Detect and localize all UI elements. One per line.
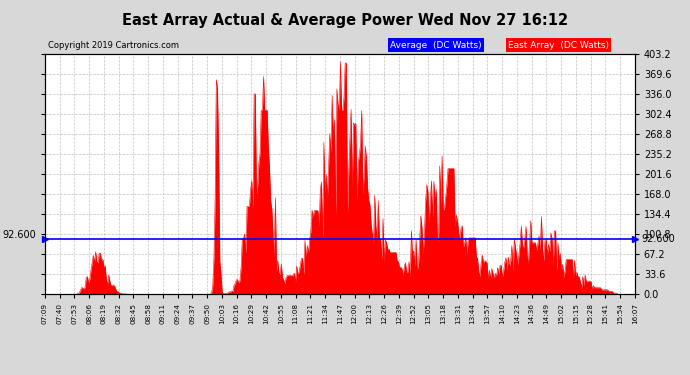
Text: 92.600: 92.600	[642, 234, 676, 244]
Text: Average  (DC Watts): Average (DC Watts)	[390, 40, 482, 50]
Text: East Array  (DC Watts): East Array (DC Watts)	[508, 40, 609, 50]
Text: East Array Actual & Average Power Wed Nov 27 16:12: East Array Actual & Average Power Wed No…	[122, 13, 568, 28]
Text: Copyright 2019 Cartronics.com: Copyright 2019 Cartronics.com	[48, 40, 179, 50]
